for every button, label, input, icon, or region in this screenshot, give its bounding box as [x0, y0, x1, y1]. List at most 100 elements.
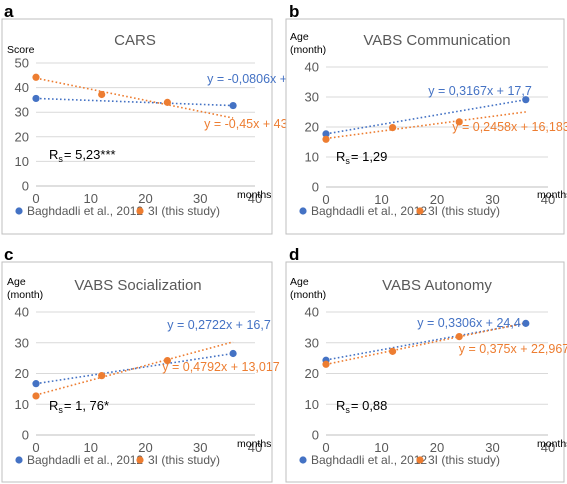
x-tick-label: 0 [322, 440, 329, 455]
y-tick-label: 30 [15, 105, 29, 120]
trendline-equation: y = 0,2722x + 16,7 [167, 318, 271, 332]
chart-panel-b: b VABS Communication Age(month) 0 10 20 30 40 0 1… [285, 2, 567, 235]
legend-marker-baghdadli [299, 456, 307, 464]
data-point-3i [455, 333, 463, 341]
x-axis-label: months [537, 189, 567, 201]
chart-border [1, 261, 273, 483]
rs-subscript: s [58, 405, 63, 415]
x-tick-label: 30 [193, 440, 207, 455]
rs-symbol: R [49, 147, 58, 162]
trendline-baghdadli [35, 97, 234, 107]
trendline-baghdadli [35, 352, 234, 385]
x-tick-label: 10 [374, 192, 388, 207]
y-tick-label: 10 [305, 150, 319, 165]
x-tick-label: 40 [248, 191, 262, 206]
legend-label: 3I (this study) [428, 204, 500, 218]
legend-label: 3I (this study) [148, 204, 220, 218]
legend-marker-baghdadli [299, 207, 307, 215]
panel-letter: d [289, 245, 299, 264]
y-tick-label: 0 [312, 428, 319, 443]
y-axis-label-line2: (month) [290, 289, 326, 301]
legend-label: Baghdadli et al., 2012 [27, 453, 143, 467]
y-axis-label: Age [7, 276, 26, 288]
chart-title: VABS Autonomy [382, 277, 492, 294]
x-tick-label: 20 [138, 440, 152, 455]
y-axis-label-line2: (month) [7, 289, 43, 301]
y-tick-label: 20 [15, 129, 29, 144]
data-point-3i [389, 347, 397, 355]
legend: Baghdadli et al., 2012 3I (this study) [299, 204, 500, 218]
rs-subscript: s [58, 154, 63, 164]
x-axis-label: months [537, 438, 567, 450]
legend-label: Baghdadli et al., 2012 [311, 453, 427, 467]
y-axis-label-line2: (month) [290, 44, 326, 56]
data-point-3i [322, 135, 330, 143]
y-tick-label: 40 [15, 80, 29, 95]
x-tick-label: 30 [193, 191, 207, 206]
rs-statistic: Rs= 0,88 [336, 398, 387, 415]
trendline-3i [325, 111, 526, 140]
data-point-baghdadli [322, 130, 330, 138]
data-point-baghdadli [32, 94, 40, 103]
trendline-equation: y = -0,45x + 43,833 [204, 117, 312, 131]
data-point-baghdadli [32, 380, 40, 388]
data-point-baghdadli [229, 349, 237, 358]
rs-symbol: R [49, 398, 58, 413]
x-axis-label: months [237, 438, 271, 450]
y-tick-label: 20 [305, 366, 319, 381]
trendline-baghdadli [325, 98, 526, 135]
rs-symbol: R [336, 149, 345, 164]
rs-statistic: Rs= 1, 76* [49, 398, 109, 415]
panel-letter: b [289, 2, 299, 21]
x-tick-label: 0 [322, 192, 329, 207]
panel-letter: a [4, 2, 14, 21]
chart-border [1, 18, 273, 235]
rs-subscript: s [345, 405, 350, 415]
rs-value: = 5,23*** [64, 147, 116, 162]
data-point-3i [32, 392, 40, 400]
rs-subscript: s [345, 156, 350, 166]
data-point-3i [163, 356, 171, 365]
data-point-3i [163, 98, 171, 106]
chart-title: VABS Communication [363, 32, 510, 49]
trendline-equation: y = 0,375x + 22,967 [459, 342, 567, 356]
y-axis-label: Age [290, 276, 309, 288]
x-axis-label: months [237, 189, 271, 201]
legend: Baghdadli et al., 2012 3I (this study) [299, 453, 500, 467]
chart-title: VABS Socialization [74, 277, 201, 294]
x-tick-label: 20 [430, 440, 444, 455]
trendline-baghdadli [325, 322, 526, 361]
panel-letter: c [4, 245, 13, 264]
data-point-baghdadli [229, 101, 237, 110]
legend: Baghdadli et al., 2012 3I (this study) [15, 204, 220, 218]
trendline-3i [35, 77, 234, 119]
y-tick-label: 20 [15, 366, 29, 381]
data-point-3i [98, 90, 106, 99]
rs-statistic: Rs= 1,29 [336, 149, 387, 166]
y-tick-label: 40 [305, 305, 319, 320]
chart-panel-c: c VABS Socialization Age(month) 0 10 20 30 40 0 1… [1, 245, 280, 483]
y-tick-label: 30 [305, 335, 319, 350]
legend: Baghdadli et al., 2012 3I (this study) [15, 453, 220, 467]
x-tick-label: 20 [430, 192, 444, 207]
y-tick-label: 30 [15, 335, 29, 350]
data-point-3i [32, 73, 40, 81]
rs-symbol: R [336, 398, 345, 413]
y-tick-label: 0 [22, 179, 29, 194]
y-tick-label: 10 [15, 154, 29, 169]
y-tick-label: 10 [15, 397, 29, 412]
y-tick-label: 50 [15, 56, 29, 71]
x-tick-label: 0 [32, 440, 39, 455]
chart-border [285, 261, 565, 483]
trendline-equation: y = 0,2458x + 16,183 [452, 120, 567, 134]
x-tick-label: 10 [84, 191, 98, 206]
chart-title: CARS [114, 32, 156, 49]
data-point-baghdadli [522, 319, 530, 327]
data-point-baghdadli [522, 96, 530, 104]
legend-marker-3i [416, 456, 424, 464]
y-tick-label: 40 [305, 60, 319, 75]
rs-statistic: Rs= 5,23*** [49, 147, 116, 164]
data-point-3i [455, 118, 463, 126]
